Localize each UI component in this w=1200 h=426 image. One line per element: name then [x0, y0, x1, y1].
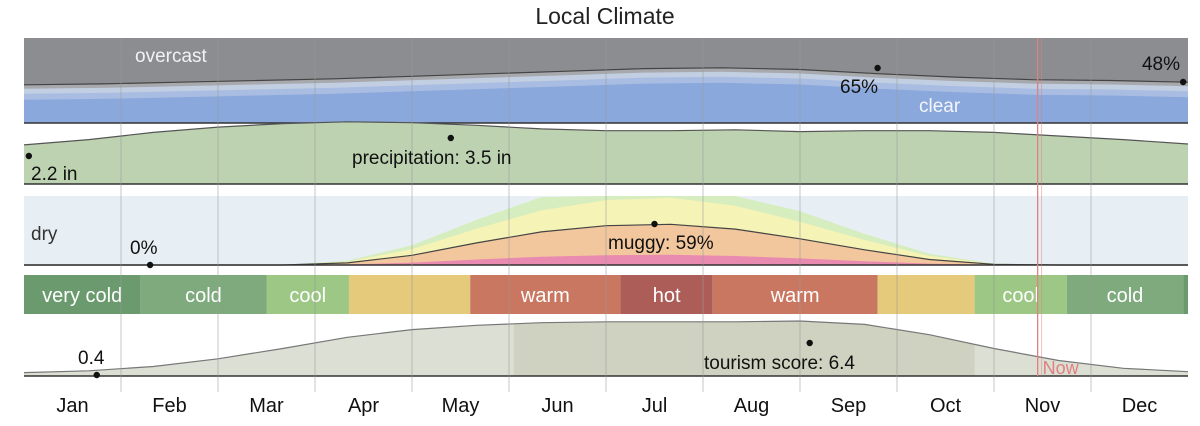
temperature-band-label: cool [289, 285, 326, 307]
temperature-band-label: cool [1002, 285, 1039, 307]
month-tick-label: Jun [541, 395, 573, 417]
temperature-band-label: very cold [42, 285, 122, 307]
precip-annotation-min-dot [25, 152, 33, 160]
month-tick-label: Nov [1025, 395, 1061, 417]
tourism-annotation-max-label: tourism score: 6.4 [704, 353, 855, 374]
precip-annotation-max-dot [447, 134, 454, 142]
now-label: Now [1043, 358, 1080, 378]
precip-annotation-max-label: precipitation: 3.5 in [352, 148, 512, 169]
temperature-band [1066, 275, 1184, 314]
clear-label: clear [919, 96, 961, 117]
temperature-band-label: warm [520, 285, 570, 307]
month-tick-label: Sep [831, 395, 867, 417]
humidity-annotation-min-label: 0% [130, 238, 158, 259]
tourism-annotation-max-dot [806, 339, 813, 347]
temperature-band-label: warm [770, 285, 820, 307]
now-marker: Now [1037, 38, 1080, 378]
dry-label: dry [31, 224, 58, 245]
month-tick-label: Jan [56, 395, 88, 417]
tourism-best-area [513, 321, 975, 376]
chart-title: Local Climate [535, 3, 674, 29]
precip-annotation-min-label: 2.2 in [31, 164, 77, 185]
cloud-annotation-label: 65% [840, 77, 878, 98]
cloud-annotation-end-label: 48% [1142, 54, 1180, 75]
month-tick-label: Feb [152, 395, 186, 417]
temperature-band-label: cold [1107, 285, 1144, 307]
month-tick-label: Dec [1122, 395, 1158, 417]
temperature-band [974, 275, 1067, 314]
x-axis: Jan Feb Mar Apr May Jun Jul Aug Sep Oct Nov Dec [56, 395, 1157, 417]
month-tick-label: Mar [249, 395, 284, 417]
temperature-band [712, 275, 878, 314]
humidity-annotation-max-label: muggy: 59% [608, 233, 714, 254]
temperature-band [470, 275, 621, 314]
temperature-band [1183, 275, 1188, 314]
temperature-band-label: hot [653, 285, 681, 307]
month-gridlines [120, 38, 1092, 392]
humidity-annotation-min-dot [146, 261, 154, 269]
temperature-band-label: cold [185, 285, 222, 307]
cloud-annotation-dot [874, 64, 881, 72]
month-tick-label: Aug [734, 395, 770, 417]
humidity-annotation-max-dot [651, 220, 658, 228]
tourism-annotation-min-label: 0.4 [78, 348, 105, 369]
tourism-annotation-min-dot [93, 371, 100, 379]
month-tick-label: Jul [642, 395, 668, 417]
annotations: 65% 48% 2.2 in precipitation: 3.5 in 0% muggy… [25, 54, 1187, 379]
temperature-band [140, 275, 267, 314]
temperature-band [348, 275, 471, 314]
month-tick-label: May [442, 395, 480, 417]
month-tick-label: Apr [348, 395, 379, 417]
temperature-band [877, 275, 975, 314]
cloud-annotation-end-dot [1179, 78, 1187, 86]
temperature-band [266, 275, 349, 314]
temperature-band [620, 275, 713, 314]
month-tick-label: Oct [930, 395, 962, 417]
overcast-label: overcast [135, 46, 208, 67]
